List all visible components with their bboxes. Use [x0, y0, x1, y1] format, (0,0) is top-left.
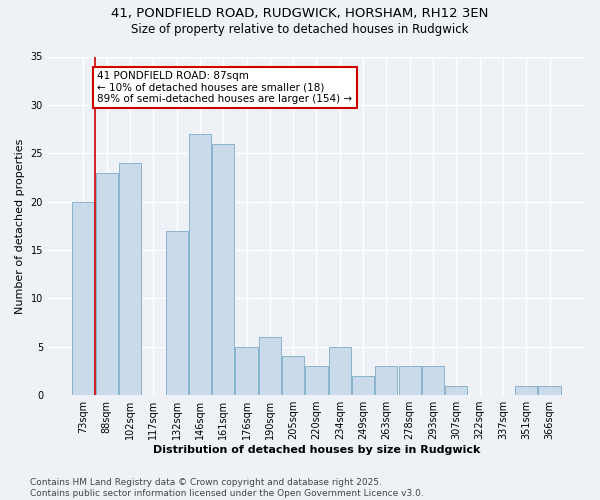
- Bar: [422, 366, 444, 395]
- Bar: [259, 337, 281, 395]
- Bar: [329, 347, 351, 395]
- Bar: [305, 366, 328, 395]
- Bar: [95, 172, 118, 395]
- Bar: [515, 386, 537, 395]
- Bar: [166, 230, 188, 395]
- Bar: [352, 376, 374, 395]
- Bar: [73, 202, 94, 395]
- Bar: [282, 356, 304, 395]
- Bar: [398, 366, 421, 395]
- Text: 41, PONDFIELD ROAD, RUDGWICK, HORSHAM, RH12 3EN: 41, PONDFIELD ROAD, RUDGWICK, HORSHAM, R…: [112, 8, 488, 20]
- Bar: [235, 347, 257, 395]
- Bar: [119, 163, 141, 395]
- Text: 41 PONDFIELD ROAD: 87sqm
← 10% of detached houses are smaller (18)
89% of semi-d: 41 PONDFIELD ROAD: 87sqm ← 10% of detach…: [97, 71, 353, 104]
- Bar: [189, 134, 211, 395]
- Text: Size of property relative to detached houses in Rudgwick: Size of property relative to detached ho…: [131, 22, 469, 36]
- Text: Contains HM Land Registry data © Crown copyright and database right 2025.
Contai: Contains HM Land Registry data © Crown c…: [30, 478, 424, 498]
- Bar: [376, 366, 397, 395]
- Bar: [538, 386, 560, 395]
- Bar: [445, 386, 467, 395]
- X-axis label: Distribution of detached houses by size in Rudgwick: Distribution of detached houses by size …: [153, 445, 480, 455]
- Y-axis label: Number of detached properties: Number of detached properties: [15, 138, 25, 314]
- Bar: [212, 144, 235, 395]
